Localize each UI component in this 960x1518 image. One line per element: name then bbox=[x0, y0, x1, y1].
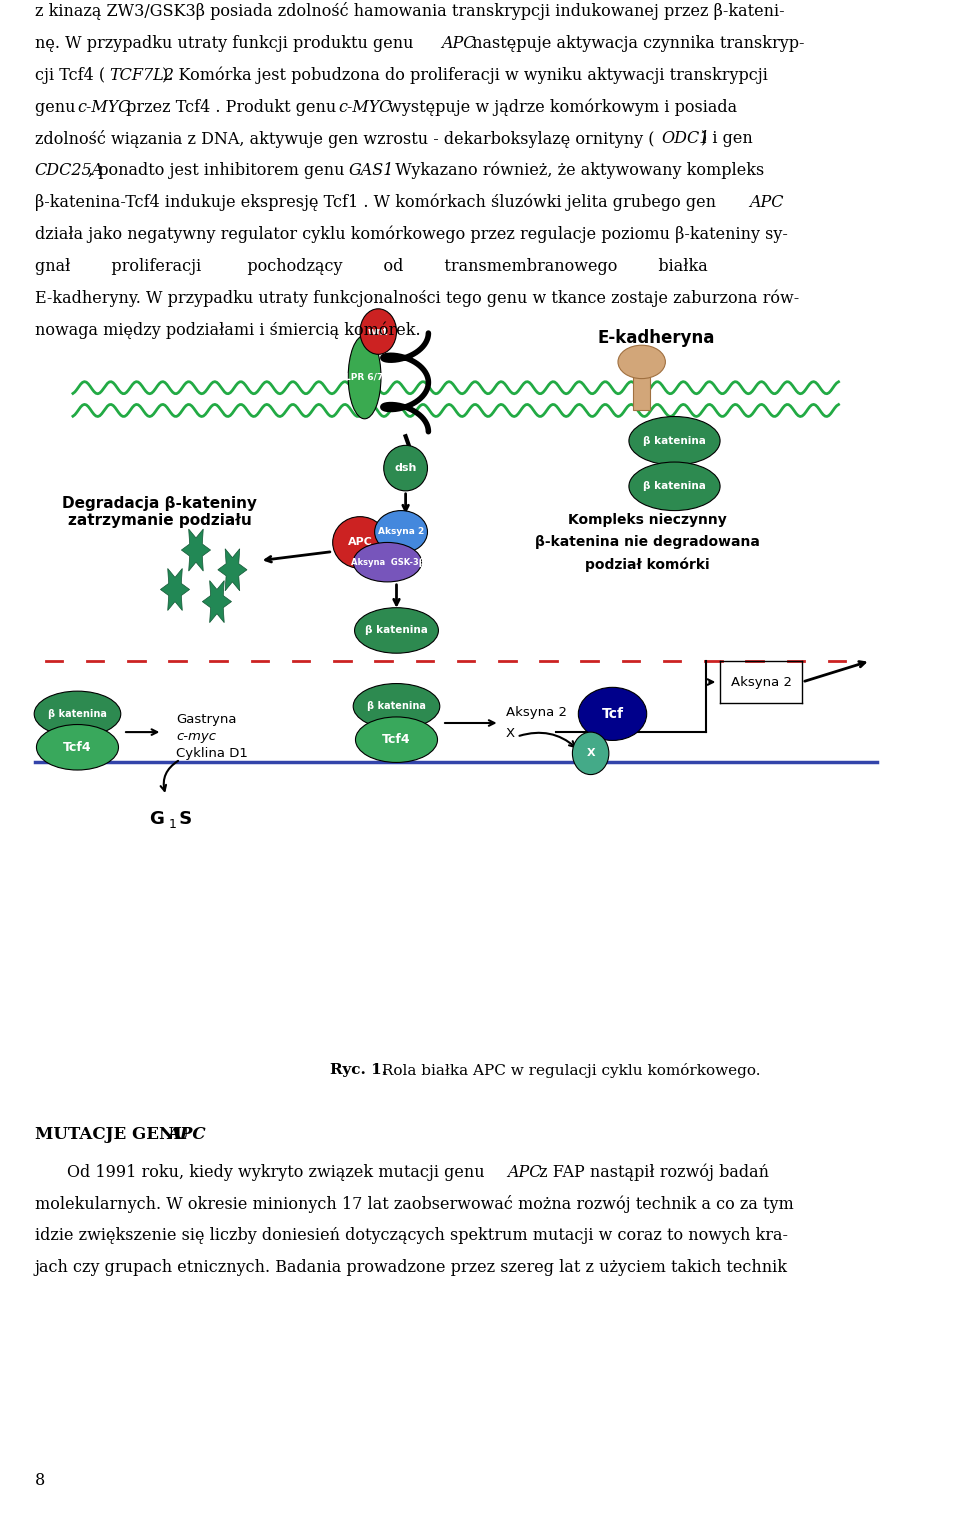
Ellipse shape bbox=[355, 716, 438, 762]
Text: cji Tcf4 (: cji Tcf4 ( bbox=[35, 67, 105, 83]
Text: zdolność wiązania z DNA, aktywuje gen wzrostu - dekarboksylazę ornityny (: zdolność wiązania z DNA, aktywuje gen wz… bbox=[35, 131, 654, 147]
Text: , ponadto jest inhibitorem genu: , ponadto jest inhibitorem genu bbox=[88, 162, 350, 179]
Text: Cyklina D1: Cyklina D1 bbox=[176, 747, 248, 761]
Ellipse shape bbox=[354, 607, 439, 653]
Bar bbox=[634, 367, 650, 410]
Text: nowaga między podziałami i śmiercią komórek.: nowaga między podziałami i śmiercią komó… bbox=[35, 322, 420, 339]
Text: Rola białka APC w regulacji cyklu komórkowego.: Rola białka APC w regulacji cyklu komórk… bbox=[377, 1063, 761, 1078]
Ellipse shape bbox=[353, 542, 421, 581]
Text: gnał        proliferacji         pochodzący        od        transmembranowego  : gnał proliferacji pochodzący od transmem… bbox=[35, 258, 708, 275]
Text: ODC1: ODC1 bbox=[661, 131, 710, 147]
Text: molekularnych. W okresie minionych 17 lat zaobserwować można rozwój technik a co: molekularnych. W okresie minionych 17 la… bbox=[35, 1195, 793, 1213]
Text: APC: APC bbox=[507, 1164, 541, 1181]
Text: c-myc: c-myc bbox=[176, 730, 216, 744]
Text: Gastryna: Gastryna bbox=[176, 713, 236, 727]
Text: jach czy grupach etnicznych. Badania prowadzone przez szereg lat z użyciem takic: jach czy grupach etnicznych. Badania pro… bbox=[35, 1258, 787, 1277]
Text: 1: 1 bbox=[168, 818, 177, 832]
Ellipse shape bbox=[629, 461, 720, 510]
Text: β katenina: β katenina bbox=[48, 709, 107, 720]
Text: APC: APC bbox=[442, 35, 475, 52]
Text: działa jako negatywny regulator cyklu komórkowego przez regulacje poziomu β-kate: działa jako negatywny regulator cyklu ko… bbox=[35, 226, 787, 243]
Text: β-katenina nie degradowana: β-katenina nie degradowana bbox=[535, 536, 759, 550]
Text: Kompleks nieczynny: Kompleks nieczynny bbox=[567, 513, 727, 527]
Polygon shape bbox=[218, 548, 247, 591]
Text: GAS1: GAS1 bbox=[349, 162, 395, 179]
Text: Aksyna 2: Aksyna 2 bbox=[378, 527, 424, 536]
Ellipse shape bbox=[374, 510, 427, 553]
Text: LPR 6/7: LPR 6/7 bbox=[346, 372, 384, 381]
Text: β katenina: β katenina bbox=[643, 436, 706, 446]
Text: APC: APC bbox=[749, 194, 783, 211]
Text: ) i gen: ) i gen bbox=[701, 131, 753, 147]
Ellipse shape bbox=[36, 724, 118, 770]
Ellipse shape bbox=[618, 345, 665, 378]
Polygon shape bbox=[160, 568, 189, 610]
Text: β katenina: β katenina bbox=[643, 481, 706, 492]
Text: β-katenina-Tcf4 indukuje ekspresję Tcf1 . W komórkach śluzówki jelita grubego ge: β-katenina-Tcf4 indukuje ekspresję Tcf1 … bbox=[35, 194, 721, 211]
Polygon shape bbox=[203, 580, 231, 622]
Text: Aksyna 2: Aksyna 2 bbox=[731, 676, 792, 689]
Text: β katenina: β katenina bbox=[365, 625, 428, 636]
Text: MUTACJE GENU: MUTACJE GENU bbox=[35, 1126, 194, 1143]
Text: G: G bbox=[150, 809, 164, 827]
Text: E-kadheryny. W przypadku utraty funkcjonalności tego genu w tkance zostaje zabur: E-kadheryny. W przypadku utraty funkcjon… bbox=[35, 290, 799, 307]
Text: ). Komórka jest pobudzona do proliferacji w wyniku aktywacji transkrypcji: ). Komórka jest pobudzona do proliferacj… bbox=[162, 67, 768, 83]
Text: X: X bbox=[506, 727, 515, 741]
Text: dsh: dsh bbox=[395, 463, 417, 474]
Text: c-MYC: c-MYC bbox=[338, 99, 392, 115]
Ellipse shape bbox=[353, 683, 440, 729]
Text: występuje w jądrze komórkowym i posiada: występuje w jądrze komórkowym i posiada bbox=[383, 99, 737, 115]
Text: następuje aktywacja czynnika transkryp-: następuje aktywacja czynnika transkryp- bbox=[467, 35, 804, 52]
Text: APC: APC bbox=[348, 537, 372, 548]
Text: idzie zwiększenie się liczby doniesień dotyczących spektrum mutacji w coraz to n: idzie zwiększenie się liczby doniesień d… bbox=[35, 1228, 787, 1245]
Text: Aksyna  GSK-3β: Aksyna GSK-3β bbox=[350, 557, 424, 566]
Text: E-kadheryna: E-kadheryna bbox=[597, 328, 715, 346]
Text: z FAP nastąpił rozwój badań: z FAP nastąpił rozwój badań bbox=[534, 1163, 769, 1181]
Text: przez Tcf4 . Produkt genu: przez Tcf4 . Produkt genu bbox=[121, 99, 342, 115]
Ellipse shape bbox=[348, 335, 381, 419]
Text: Tcf4: Tcf4 bbox=[382, 733, 411, 747]
Ellipse shape bbox=[384, 445, 427, 490]
Ellipse shape bbox=[360, 308, 396, 354]
Text: c-MYC: c-MYC bbox=[78, 99, 131, 115]
Text: . Wykazano również, że aktywowany kompleks: . Wykazano również, że aktywowany komple… bbox=[385, 162, 764, 179]
Text: Tcf4: Tcf4 bbox=[63, 741, 92, 754]
Ellipse shape bbox=[333, 516, 388, 568]
Polygon shape bbox=[181, 528, 210, 571]
Text: X: X bbox=[587, 748, 595, 759]
Text: CDC25A: CDC25A bbox=[35, 162, 104, 179]
Text: TCF7L2: TCF7L2 bbox=[109, 67, 175, 83]
Text: 8: 8 bbox=[35, 1471, 45, 1489]
Text: S: S bbox=[173, 809, 192, 827]
Text: podział komórki: podział komórki bbox=[585, 559, 709, 572]
Text: nę. W przypadku utraty funkcji produktu genu: nę. W przypadku utraty funkcji produktu … bbox=[35, 35, 419, 52]
Text: Tcf: Tcf bbox=[602, 707, 623, 721]
Ellipse shape bbox=[578, 688, 647, 741]
Text: z kinazą ZW3/GSK3β posiada zdolność hamowania transkrypcji indukowanej przez β-k: z kinazą ZW3/GSK3β posiada zdolność hamo… bbox=[35, 3, 784, 20]
Text: Degradacja β-kateniny
zatrzymanie podziału: Degradacja β-kateniny zatrzymanie podzia… bbox=[62, 496, 257, 528]
Text: Od 1991 roku, kiedy wykryto związek mutacji genu: Od 1991 roku, kiedy wykryto związek muta… bbox=[66, 1164, 490, 1181]
Text: genu: genu bbox=[35, 99, 81, 115]
Text: Ryc. 1.: Ryc. 1. bbox=[330, 1064, 387, 1078]
Ellipse shape bbox=[629, 416, 720, 465]
Ellipse shape bbox=[35, 691, 121, 736]
Ellipse shape bbox=[572, 732, 609, 774]
Text: β katenina: β katenina bbox=[367, 701, 426, 712]
Text: Aksyna 2: Aksyna 2 bbox=[506, 706, 566, 720]
Text: APC: APC bbox=[167, 1126, 205, 1143]
Text: wnt: wnt bbox=[368, 326, 389, 337]
